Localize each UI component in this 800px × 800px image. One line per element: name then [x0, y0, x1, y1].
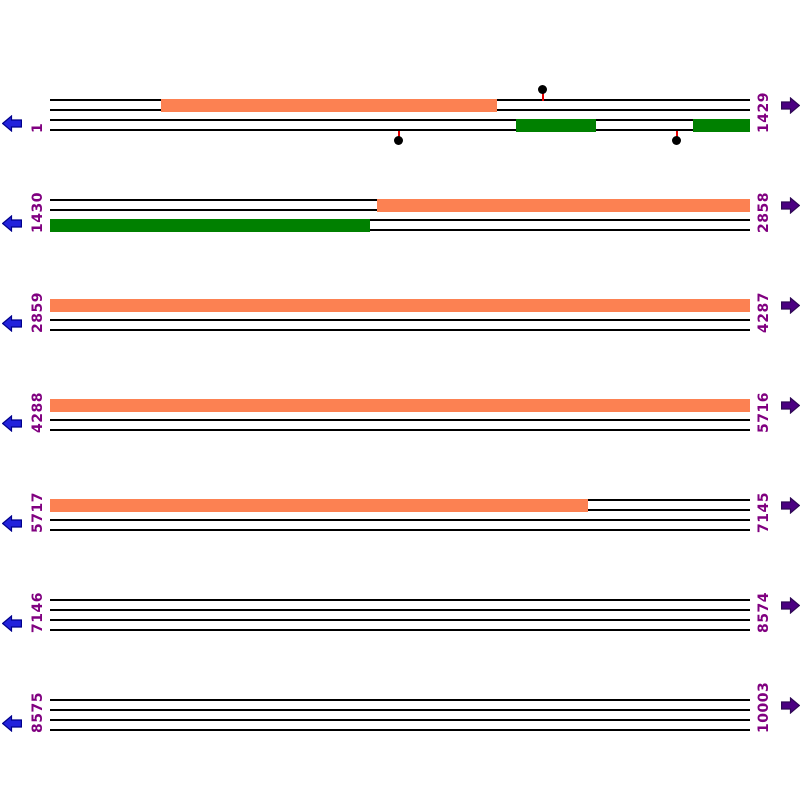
feature-bar-forward: [50, 499, 588, 512]
row-start-label: 5717: [30, 492, 46, 533]
row-end-label: 10003: [756, 681, 772, 733]
next-segment-arrow[interactable]: [781, 397, 800, 414]
track-line: [50, 229, 750, 231]
track-line: [50, 699, 750, 701]
track-line: [50, 329, 750, 331]
marker-stem: [676, 131, 678, 139]
feature-bar-reverse: [50, 219, 370, 232]
feature-bar-forward: [377, 199, 750, 212]
row-start-label: 1430: [30, 192, 46, 233]
prev-segment-arrow[interactable]: [2, 315, 22, 332]
row-end-label: 8574: [756, 592, 772, 633]
next-segment-arrow[interactable]: [781, 697, 800, 714]
feature-bar-forward: [50, 399, 750, 412]
track-line: [50, 729, 750, 731]
feature-bar-reverse: [516, 119, 596, 132]
track-line: [50, 719, 750, 721]
track-line: [50, 619, 750, 621]
marker-dot: [672, 136, 681, 145]
row-end-label: 7145: [756, 492, 772, 533]
row-start-label: 8575: [30, 692, 46, 733]
row-start-label: 1: [30, 122, 46, 133]
track-line: [50, 429, 750, 431]
track-line: [50, 529, 750, 531]
prev-segment-arrow[interactable]: [2, 415, 22, 432]
next-segment-arrow[interactable]: [781, 197, 800, 214]
track-line: [50, 419, 750, 421]
feature-bar-forward: [50, 299, 750, 312]
prev-segment-arrow[interactable]: [2, 215, 22, 232]
marker-dot: [538, 85, 547, 94]
next-segment-arrow[interactable]: [781, 597, 800, 614]
row-start-label: 7146: [30, 592, 46, 633]
marker-dot: [394, 136, 403, 145]
track-line: [50, 629, 750, 631]
track-line: [50, 119, 750, 121]
track-line: [50, 219, 750, 221]
feature-bar-reverse: [693, 119, 750, 132]
track-line: [50, 609, 750, 611]
prev-segment-arrow[interactable]: [2, 715, 22, 732]
prev-segment-arrow[interactable]: [2, 515, 22, 532]
row-end-label: 5716: [756, 392, 772, 433]
prev-segment-arrow[interactable]: [2, 615, 22, 632]
feature-bar-forward: [161, 99, 497, 112]
row-start-label: 2859: [30, 292, 46, 333]
track-line: [50, 129, 750, 131]
track-line: [50, 599, 750, 601]
row-end-label: 2858: [756, 192, 772, 233]
next-segment-arrow[interactable]: [781, 97, 800, 114]
track-line: [50, 519, 750, 521]
row-start-label: 4288: [30, 392, 46, 433]
track-line: [50, 709, 750, 711]
next-segment-arrow[interactable]: [781, 497, 800, 514]
row-end-label: 1429: [756, 92, 772, 133]
row-end-label: 4287: [756, 292, 772, 333]
track-line: [50, 319, 750, 321]
prev-segment-arrow[interactable]: [2, 115, 22, 132]
next-segment-arrow[interactable]: [781, 297, 800, 314]
marker-stem: [398, 131, 400, 139]
marker-stem: [542, 92, 544, 101]
